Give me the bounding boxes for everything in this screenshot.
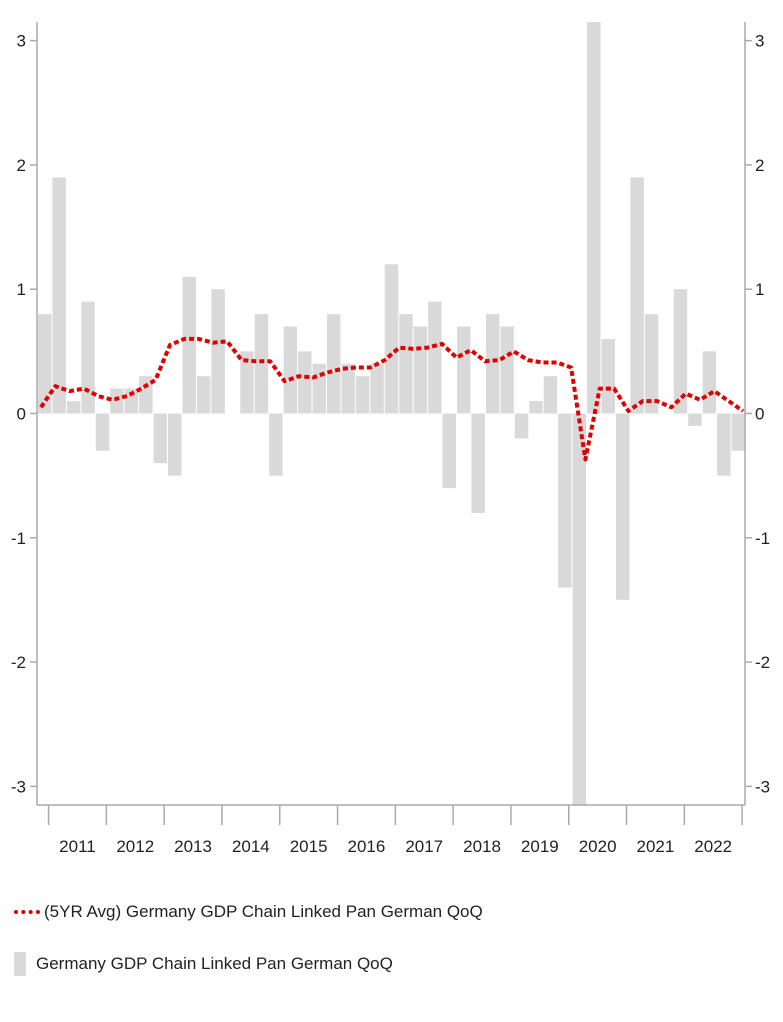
bar: [471, 413, 485, 513]
bar: [196, 376, 211, 414]
x-tick-label: 2018: [463, 837, 501, 856]
y-tick-label-left: -2: [11, 653, 26, 672]
y-tick-label-right: -3: [755, 777, 770, 796]
bar: [153, 413, 168, 464]
legend-line-swatch: [14, 910, 40, 914]
x-tick-label: 2020: [579, 837, 617, 856]
bar: [688, 413, 702, 426]
bar: [254, 314, 269, 414]
bar: [644, 314, 659, 414]
y-tick-label-left: 0: [17, 405, 26, 424]
bar: [182, 276, 196, 414]
legend-bar-swatch: [14, 952, 26, 976]
bar: [124, 388, 139, 414]
x-tick-label: 2012: [116, 837, 154, 856]
bar: [572, 413, 587, 805]
bar: [514, 413, 529, 439]
y-tick-label-right: 0: [755, 405, 764, 424]
y-tick-label-right: -2: [755, 653, 770, 672]
bar: [168, 413, 182, 476]
x-tick-label: 2015: [290, 837, 328, 856]
bar: [38, 314, 52, 414]
bar: [457, 326, 471, 414]
x-tick-label: 2016: [348, 837, 386, 856]
legend-item-avg: (5YR Avg) Germany GDP Chain Linked Pan G…: [14, 902, 483, 922]
bar: [52, 177, 66, 414]
x-tick-label: 2013: [174, 837, 212, 856]
gdp-chart: 3 3 2 2 1 1 0 0 -1 -1 -2 -2 -3 -3 2011 2012 2013 2014 2015…: [11, 22, 770, 856]
bar: [702, 351, 717, 414]
bar: [139, 376, 153, 414]
y-tick-label-left: -3: [11, 777, 26, 796]
bar: [211, 289, 225, 414]
bar: [485, 314, 500, 414]
y-tick-label-right: 1: [755, 280, 764, 299]
y-tick-label-right: 3: [755, 32, 764, 51]
y-tick-label-left: 2: [17, 156, 26, 175]
bar: [615, 413, 630, 600]
y-tick-label-left: 3: [17, 32, 26, 51]
bar: [110, 388, 124, 414]
bar: [355, 376, 370, 414]
y-tick-label-right: 2: [755, 156, 764, 175]
bar: [558, 413, 572, 588]
bar: [95, 413, 110, 451]
bar: [731, 413, 745, 451]
legend-label-gdp: Germany GDP Chain Linked Pan German QoQ: [36, 954, 393, 973]
x-tick-label: 2017: [405, 837, 443, 856]
bar: [428, 301, 442, 414]
bar: [717, 413, 731, 476]
bar: [370, 363, 384, 414]
bar: [413, 326, 428, 414]
y-tick-label-right: -1: [755, 529, 770, 548]
bar: [442, 413, 457, 489]
x-tick-label: 2019: [521, 837, 559, 856]
bar: [399, 314, 413, 414]
bar: [66, 401, 81, 414]
bar: [326, 314, 341, 414]
bar: [269, 413, 283, 476]
x-tick-label: 2011: [59, 837, 96, 856]
y-tick-label-left: 1: [17, 280, 26, 299]
bar: [500, 326, 514, 414]
avg-line-series: [39, 336, 745, 462]
legend-label-avg: (5YR Avg) Germany GDP Chain Linked Pan G…: [44, 902, 483, 921]
bar: [341, 363, 355, 414]
legend-item-gdp: Germany GDP Chain Linked Pan German QoQ: [14, 952, 393, 976]
bar: [673, 289, 688, 414]
bar: [240, 351, 254, 414]
avg-line: [39, 336, 745, 462]
bar: [587, 22, 601, 414]
y-tick-label-left: -1: [11, 529, 26, 548]
x-tick-label: 2021: [637, 837, 675, 856]
bars-series: [38, 22, 745, 805]
bar: [298, 351, 312, 414]
bar: [543, 376, 558, 414]
bar: [384, 264, 399, 414]
bar: [601, 338, 615, 414]
bar: [81, 301, 95, 414]
bar: [283, 326, 298, 414]
bar: [312, 363, 326, 414]
bar: [529, 401, 543, 414]
x-tick-label: 2022: [694, 837, 732, 856]
bar: [630, 177, 644, 414]
x-tick-label: 2014: [232, 837, 270, 856]
